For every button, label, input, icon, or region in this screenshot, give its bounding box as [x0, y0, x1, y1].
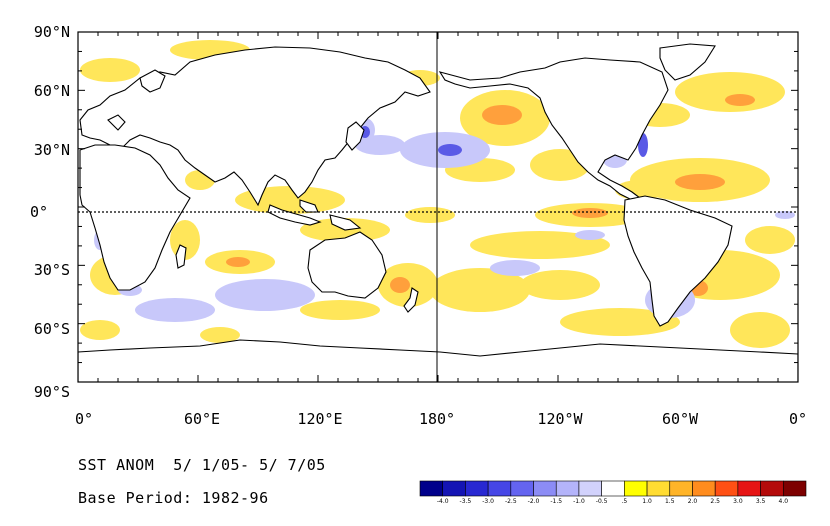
lat-label-60n: 60°N [34, 82, 70, 100]
positive-anomaly-regions [80, 40, 795, 348]
anomaly-field [78, 40, 798, 382]
colorbar-swatch [760, 480, 784, 497]
japan-outline [345, 121, 365, 151]
lon-label-0-east: 0° [789, 410, 807, 428]
colorbar-label: -2.0 [528, 498, 540, 505]
africa-outline [79, 144, 191, 291]
lon-label-120w: 120°W [537, 410, 583, 428]
lat-label-90s: 90°S [34, 383, 70, 401]
colorbar-swatch [487, 480, 512, 497]
colorbar-label: -0.5 [596, 498, 608, 505]
lat-label-0: 0° [30, 203, 48, 221]
colorbar-swatch [465, 480, 489, 497]
caption-title: SST ANOM 5/ 1/05- 5/ 7/05 [78, 456, 326, 474]
eurasia-outline [79, 46, 431, 207]
lon-label-0: 0° [75, 410, 93, 428]
colorbar-label: 1.0 [642, 498, 652, 505]
new-zealand-outline [403, 287, 419, 313]
colorbar-swatch [737, 480, 761, 497]
map-plot-area [77, 31, 799, 383]
colorbar-label: 3.5 [756, 498, 766, 505]
colorbar-swatch [533, 480, 557, 497]
colorbar-swatch [782, 480, 807, 497]
south-america-outline [623, 195, 733, 327]
north-america-outline [438, 57, 669, 201]
colorbar-swatch [669, 480, 693, 497]
colorbar-label: -1.0 [573, 498, 585, 505]
colorbar-swatch [646, 480, 671, 497]
maritime-continent-outline [267, 204, 322, 226]
antarctica-outline [78, 339, 798, 382]
strong-negative-anomaly-regions [360, 126, 648, 157]
lon-label-180: 180° [419, 410, 455, 428]
colorbar-swatch [601, 480, 625, 497]
lat-label-30n: 30°N [34, 141, 70, 159]
lon-label-60w: 60°W [662, 410, 699, 428]
axis-ticks [77, 31, 799, 383]
colorbar-label: 3.0 [733, 498, 743, 505]
colorbar-swatch [692, 480, 716, 497]
colorbar-label: 1.5 [665, 498, 675, 505]
colorbar-label: -3.5 [460, 498, 472, 505]
colorbar: -4.0 -3.5 -3.0 -2.5 -2.0 -1.5 -1.0 -0.5 .5 1.0 1.5… [419, 480, 807, 505]
colorbar-label: 2.0 [688, 498, 698, 505]
colorbar-label: .5 [621, 498, 627, 505]
colorbar-swatch [555, 480, 580, 497]
colorbar-label: -3.0 [482, 498, 494, 505]
colorbar-label: -2.5 [505, 498, 517, 505]
lon-label-120e: 120°E [297, 410, 342, 428]
madagascar-outline [175, 244, 187, 269]
latitude-labels: 90°N 60°N 30°N 0° 30°S 60°S 90°S [30, 23, 70, 401]
continent-outlines [78, 43, 798, 382]
colorbar-swatch [419, 480, 444, 497]
colorbar-label: 2.5 [710, 498, 720, 505]
caption-base-period: Base Period: 1982-96 [78, 489, 269, 507]
colorbar-swatch [578, 480, 602, 497]
australia-outline [307, 231, 387, 299]
lon-label-60e: 60°E [184, 410, 220, 428]
colorbar-label: 4.0 [779, 498, 789, 505]
lat-label-60s: 60°S [34, 320, 70, 338]
greenland-outline [659, 43, 716, 81]
colorbar-swatch [510, 480, 534, 497]
colorbar-swatch [714, 480, 739, 497]
colorbar-label: -4.0 [437, 498, 449, 505]
colorbar-label: -1.5 [550, 498, 562, 505]
lat-label-30s: 30°S [34, 261, 70, 279]
colorbar-swatch [624, 480, 648, 497]
lat-label-90n: 90°N [34, 23, 70, 41]
colorbar-swatch [442, 480, 466, 497]
longitude-labels: 0° 60°E 120°E 180° 120°W 60°W 0° [75, 410, 807, 428]
